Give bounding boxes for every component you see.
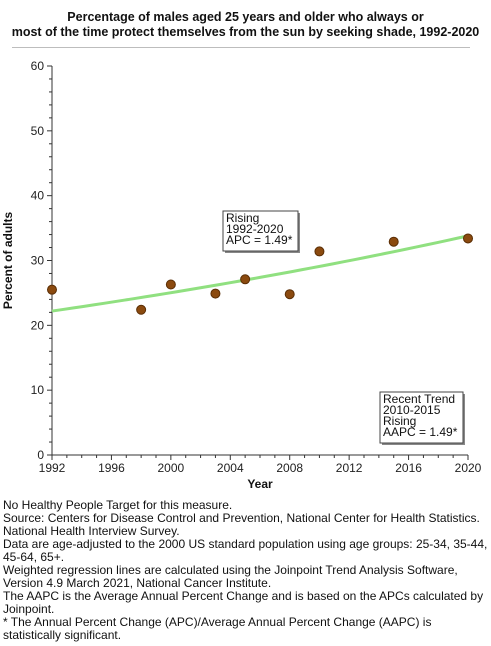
recent-trend-box-text: 2010-2015 (383, 403, 441, 417)
recent-trend-box-text: Recent Trend (383, 392, 455, 406)
chart-title-line-2: most of the time protect themselves from… (11, 25, 480, 39)
trend-annotation-box-text: Rising (226, 211, 259, 225)
trend-line-group (51, 234, 469, 313)
chart-plot: 0 10 20 30 40 50 60 1992 1996 2000 2004 2008 2012 201… (1, 59, 482, 491)
y-tick-label: 50 (31, 124, 45, 138)
data-point (388, 236, 399, 247)
x-tick-label: 2020 (455, 461, 482, 475)
regression-trend-line (51, 234, 469, 313)
data-point (284, 289, 295, 300)
x-tick-label: 2016 (395, 461, 422, 475)
x-tick-label: 2004 (217, 461, 244, 475)
data-point (314, 246, 325, 257)
y-tick-label: 60 (31, 59, 45, 73)
data-point (165, 279, 176, 290)
trend-annotation-box-text: 1992-2020 (226, 222, 284, 236)
note-aapc: The AAPC is the Average Annual Percent C… (3, 589, 484, 616)
chart-title-line-1: Percentage of males aged 25 years and ol… (67, 10, 424, 24)
y-tick-label: 0 (37, 448, 44, 462)
y-tick-label: 20 (31, 318, 45, 332)
title-divider (12, 47, 470, 48)
chart-axes: 0 10 20 30 40 50 60 1992 1996 2000 2004 2008 2012 201… (1, 59, 482, 491)
y-tick-label: 40 (31, 189, 45, 203)
x-tick-label: 1992 (39, 461, 66, 475)
note-age-adjustment: Data are age-adjusted to the 2000 US sta… (3, 537, 488, 564)
recent-trend-box-frame (379, 391, 464, 444)
recent-trend-box-text: Rising (383, 414, 416, 428)
trend-annotation-box-text: APC = 1.49* (226, 233, 293, 247)
y-tick-label: 10 (31, 383, 45, 397)
x-axis-title: Year (247, 477, 273, 491)
x-tick-label: 1996 (98, 461, 125, 475)
trend-annotation-box-frame (222, 210, 299, 252)
y-tick-label: 30 (31, 254, 45, 268)
note-source: Source: Centers for Disease Control and … (3, 511, 480, 538)
x-tick-label: 2012 (336, 461, 363, 475)
data-point (210, 288, 221, 299)
y-axis-title: Percent of adults (1, 212, 15, 310)
chart-title: Percentage of males aged 25 years and ol… (0, 10, 491, 48)
note-regression: Weighted regression lines are calculated… (3, 563, 458, 590)
data-point (240, 274, 251, 285)
note-target: No Healthy People Target for this measur… (3, 498, 233, 512)
x-tick-label: 2000 (158, 461, 185, 475)
data-point (136, 304, 147, 315)
chart-notes: No Healthy People Target for this measur… (3, 499, 491, 642)
data-point (47, 284, 57, 295)
data-point (463, 233, 473, 244)
recent-trend-box-text: AAPC = 1.49* (383, 425, 458, 439)
data-points (47, 233, 473, 315)
note-significance: * The Annual Percent Change (APC)/Averag… (3, 615, 432, 642)
x-tick-label: 2008 (276, 461, 303, 475)
